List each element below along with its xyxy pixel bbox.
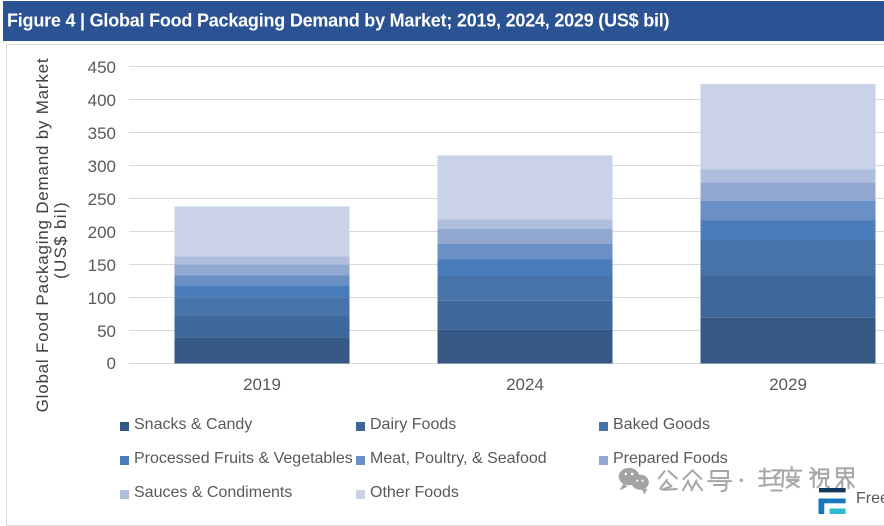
svg-text:Freedonia: Freedonia: [856, 490, 884, 507]
